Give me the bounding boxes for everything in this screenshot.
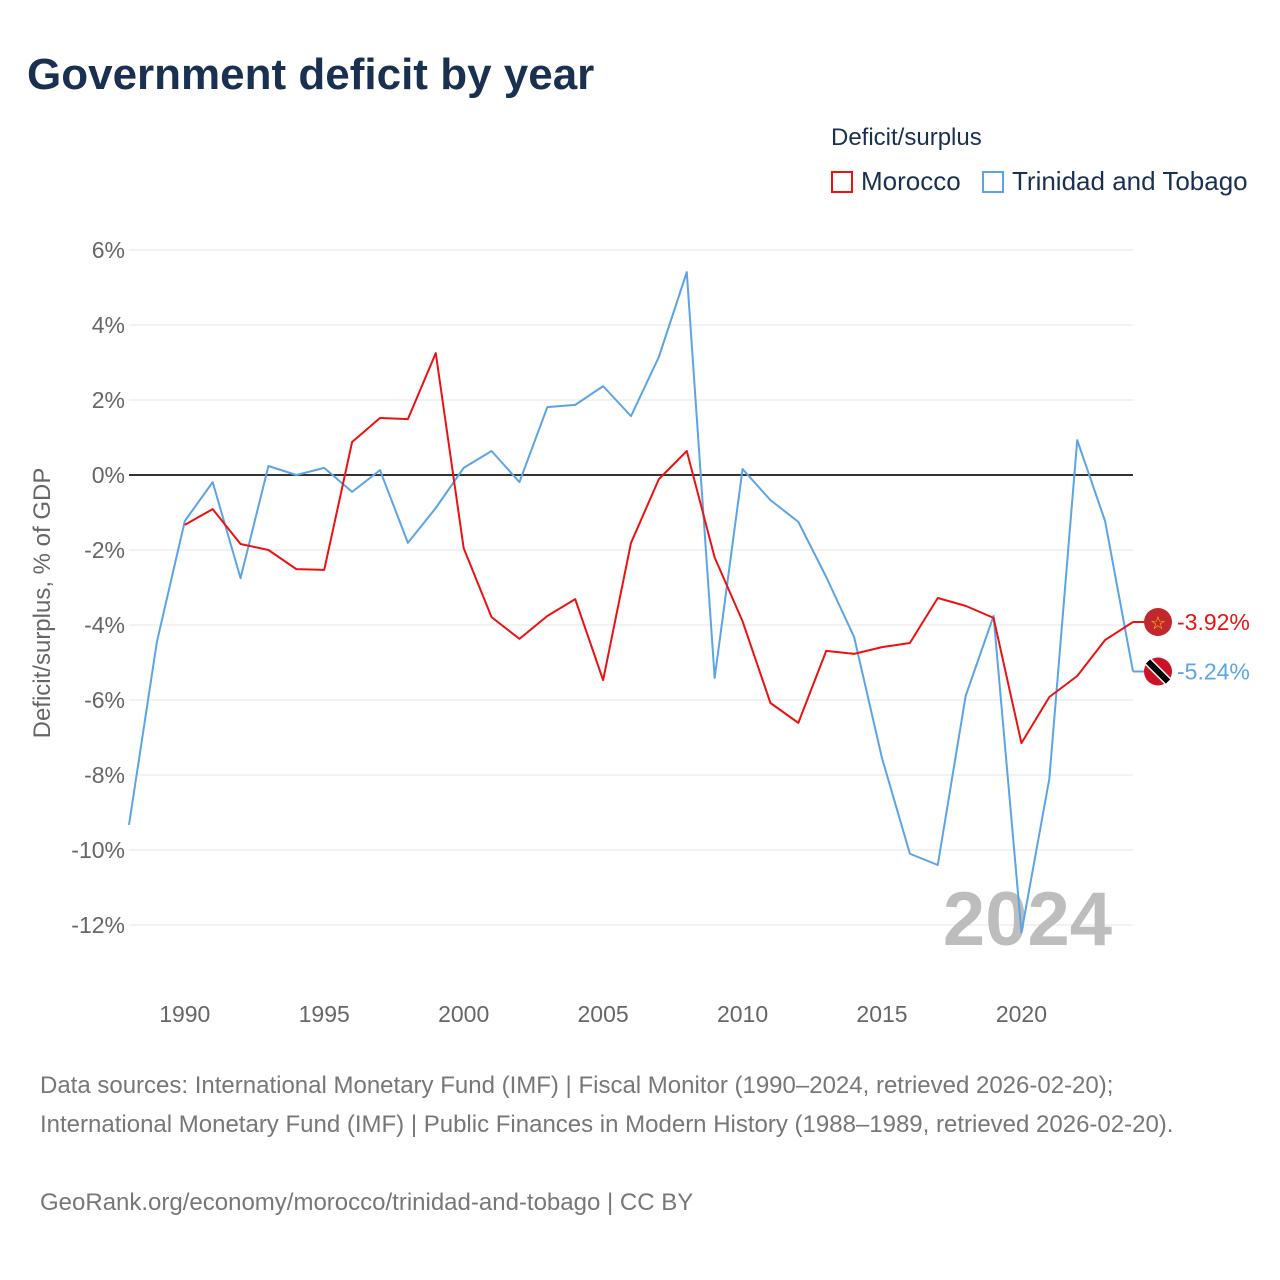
y-tick-label: -12% xyxy=(71,912,125,938)
series-line-trinidad-and-tobago[interactable] xyxy=(128,271,1134,934)
chart-title: Government deficit by year xyxy=(27,50,595,99)
end-value-label: -3.92% xyxy=(1177,609,1250,635)
legend-swatch xyxy=(831,170,853,193)
y-tick-label: -10% xyxy=(71,837,125,863)
watermark-year: 2024 xyxy=(943,877,1112,962)
legend-label: Trinidad and Tobago xyxy=(1012,166,1248,196)
trinidad-flag-icon xyxy=(1144,657,1172,686)
svg-text:☆: ☆ xyxy=(1150,613,1166,633)
x-tick-label: 2005 xyxy=(578,1001,629,1027)
y-tick-label: -8% xyxy=(84,762,125,788)
y-tick-label: -2% xyxy=(84,537,125,563)
x-tick-label: 1990 xyxy=(159,1001,210,1027)
line-chart: 6% 4% 2% 0% -2% -4% -6% -8% -10% -12% 1990 1995 2000… xyxy=(29,237,1250,1027)
legend-title: Deficit/surplus xyxy=(831,124,982,151)
x-tick-label: 2000 xyxy=(438,1001,489,1027)
y-axis-label: Deficit/surplus, % of GDP xyxy=(29,468,56,739)
end-value-label: -5.24% xyxy=(1177,659,1250,685)
x-tick-label: 2020 xyxy=(996,1001,1047,1027)
y-tick-label: -4% xyxy=(84,612,125,638)
x-tick-label: 2015 xyxy=(856,1001,907,1027)
x-tick-label: 2010 xyxy=(717,1001,768,1027)
x-tick-label: 1995 xyxy=(299,1001,350,1027)
y-tick-label: -6% xyxy=(84,687,125,713)
legend-swatch xyxy=(982,170,1004,193)
data-sources: Data sources: International Monetary Fun… xyxy=(40,1072,1174,1138)
legend-item-trinidad[interactable]: Trinidad and Tobago xyxy=(982,166,1248,197)
y-tick-label: 6% xyxy=(92,237,125,263)
y-tick-label: 0% xyxy=(92,462,125,488)
series-line-morocco[interactable] xyxy=(184,352,1134,745)
legend-label: Morocco xyxy=(861,166,961,196)
legend-item-morocco[interactable]: Morocco xyxy=(831,166,961,197)
morocco-flag-icon: ☆ xyxy=(1144,608,1172,636)
source-link[interactable]: GeoRank.org/economy/morocco/trinidad-and… xyxy=(40,1189,694,1216)
y-tick-label: 4% xyxy=(92,312,125,338)
y-tick-label: 2% xyxy=(92,387,125,413)
